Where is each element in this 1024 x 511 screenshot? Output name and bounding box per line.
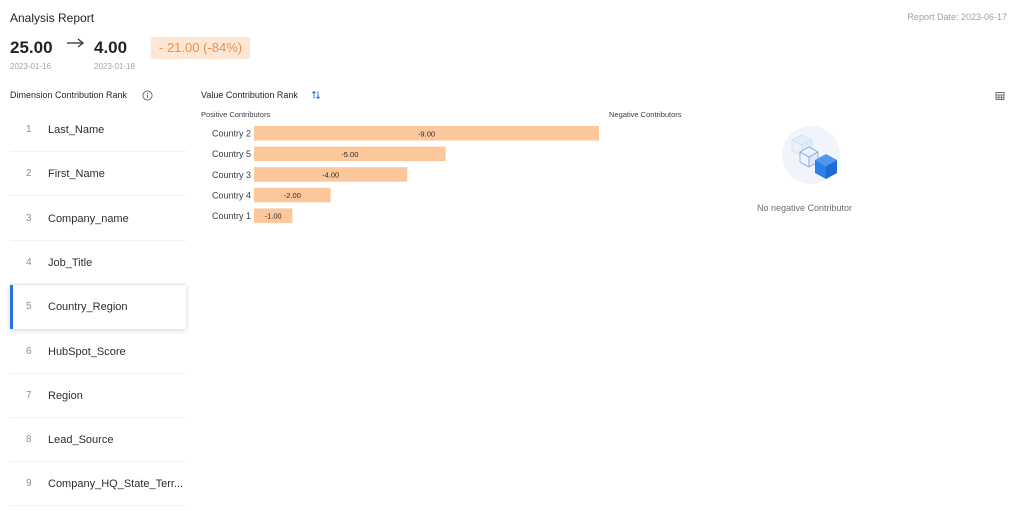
dimension-rank-number: 6 — [26, 345, 32, 357]
dimension-name: Job_Title — [48, 256, 93, 269]
dimension-name: Region — [48, 389, 83, 402]
empty-box-illustration — [782, 126, 840, 184]
contribution-bar[interactable] — [254, 146, 446, 162]
report-date: Report Date: 2023-06-17 — [907, 12, 1007, 22]
dimension-name: HubSpot_Score — [48, 345, 126, 358]
dimension-item[interactable]: 7 Region — [10, 374, 186, 418]
dimension-rank-number: 1 — [26, 124, 32, 135]
contribution-bar[interactable] — [254, 187, 331, 203]
dimension-item[interactable]: 6 HubSpot_Score — [10, 330, 186, 374]
no-negative-message: No negative Contributor — [757, 203, 853, 213]
dimension-item[interactable]: 4 Job_Title — [10, 241, 186, 285]
dimension-item[interactable]: 3 Company_name — [10, 197, 186, 241]
contribution-bar[interactable] — [254, 167, 408, 182]
dimension-name: Country_Region — [48, 301, 128, 314]
dimension-rank-number: 5 — [26, 301, 32, 313]
dimension-name: First_Name — [48, 168, 105, 181]
sort-icon[interactable] — [311, 90, 321, 100]
dimension-name: Company_name — [48, 212, 129, 225]
dimension-name: Lead_Source — [48, 434, 114, 447]
positive-contributors-chart: Country 2 -9.00 Country 5 -5.00 Country 3 -4.… — [212, 126, 599, 223]
arrow-right-icon — [67, 38, 85, 48]
dimension-name: Company_HQ_State_Terr... — [48, 478, 184, 491]
to-date: 2023-01-18 — [94, 62, 135, 71]
table-view-icon[interactable] — [995, 91, 1005, 101]
negative-contributors-title: Negative Contributors — [609, 110, 682, 119]
contribution-bar[interactable] — [254, 126, 599, 141]
bar-value-label: -4.00 — [322, 170, 339, 179]
dimension-rank-number: 7 — [26, 389, 32, 401]
dimension-item[interactable]: 5 Country_Region — [10, 285, 186, 330]
dimension-item[interactable]: 1 Last_Name — [10, 108, 186, 152]
change-badge: - 21.00 (-84%) — [151, 37, 251, 59]
dimension-rank-number: 2 — [26, 168, 32, 180]
value-rank-title: Value Contribution Rank — [201, 90, 298, 100]
bar-value-label: -2.00 — [284, 191, 301, 200]
category-label: Country 5 — [212, 149, 251, 159]
to-value: 4.00 — [94, 38, 128, 57]
category-label: Country 3 — [212, 170, 251, 180]
category-label: Country 1 — [212, 211, 251, 221]
bar-value-label: -1.00 — [265, 212, 282, 221]
dimension-item[interactable]: 9 Company_HQ_State_Terr... — [10, 462, 186, 507]
category-label: Country 2 — [212, 129, 251, 139]
dimension-rank-title: Dimension Contribution Rank — [10, 90, 128, 100]
bar-value-label: -9.00 — [418, 129, 435, 138]
contribution-bar[interactable] — [254, 208, 293, 223]
from-date: 2023-01-16 — [10, 62, 51, 71]
info-icon[interactable] — [142, 90, 153, 101]
from-value: 25.00 — [10, 38, 53, 57]
category-label: Country 4 — [212, 190, 251, 200]
dimension-rank-number: 8 — [26, 434, 32, 446]
dimension-name: Last_Name — [48, 124, 105, 136]
dimension-rank-number: 9 — [26, 478, 32, 490]
positive-contributors-title: Positive Contributors — [201, 110, 271, 119]
dimension-rank-number: 3 — [26, 212, 32, 224]
dimension-rank-number: 4 — [26, 256, 32, 268]
dimension-item[interactable]: 8 Lead_Source — [10, 418, 186, 463]
bar-value-label: -5.00 — [341, 150, 358, 159]
page-title: Analysis Report — [10, 11, 95, 25]
dimension-item[interactable]: 2 First_Name — [10, 152, 186, 197]
